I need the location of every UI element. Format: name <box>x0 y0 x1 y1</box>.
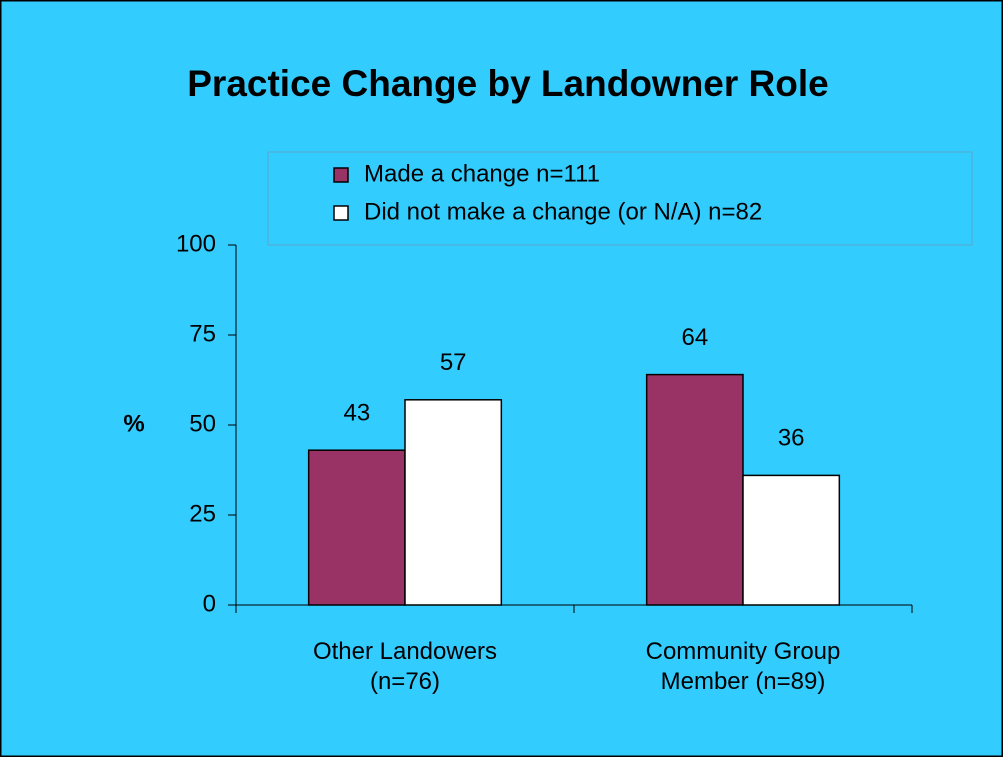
value-label: 36 <box>778 425 805 452</box>
value-label: 64 <box>681 324 708 351</box>
y-tick-label: 25 <box>189 500 216 527</box>
y-tick-label: 0 <box>203 590 216 617</box>
bar <box>742 474 841 606</box>
y-tick-label: 100 <box>176 230 216 257</box>
x-tick-label: Other Landowers (n=76) <box>313 638 497 695</box>
bar <box>645 373 744 606</box>
bar <box>307 449 406 606</box>
legend-label: Made a change n=111 <box>364 160 600 187</box>
bar <box>404 399 503 606</box>
chart-title: Practice Change by Landowner Role <box>187 63 828 104</box>
legend-swatch <box>333 167 349 183</box>
legend-label: Did not make a change (or N/A) n=82 <box>364 198 762 225</box>
value-label: 43 <box>343 400 370 427</box>
y-axis-label: % <box>123 410 144 437</box>
x-tick-label: Community Group Member (n=89) <box>646 638 841 695</box>
y-tick-label: 50 <box>189 410 216 437</box>
legend-box <box>267 151 973 246</box>
y-tick-label: 75 <box>189 320 216 347</box>
value-label: 57 <box>440 349 467 376</box>
legend-swatch <box>333 205 349 221</box>
